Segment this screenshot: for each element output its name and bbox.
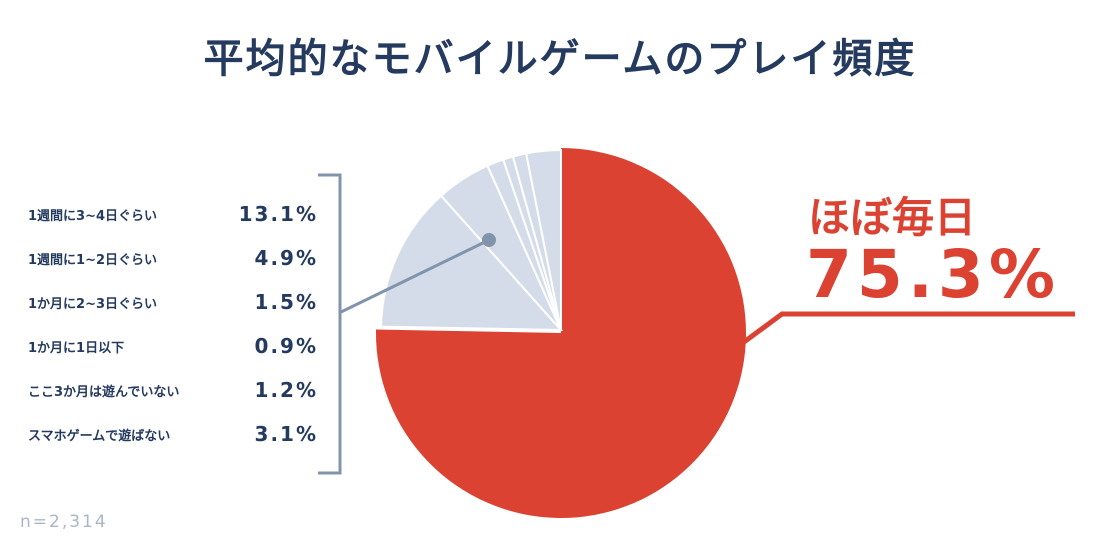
legend-item: 1か月に1日以下 0.9% bbox=[28, 331, 318, 361]
callout-value: 75.3% bbox=[806, 236, 1060, 313]
legend-item: 1か月に2~3日ぐらい 1.5% bbox=[28, 287, 318, 317]
legend-label: 1週間に3~4日ぐらい bbox=[28, 208, 158, 224]
legend-item: 1週間に3~4日ぐらい 13.1% bbox=[28, 199, 318, 229]
pie-slice bbox=[380, 194, 564, 332]
legend-label: 1か月に2~3日ぐらい bbox=[28, 296, 158, 312]
legend-value: 13.1% bbox=[238, 202, 318, 226]
legend-label: ここ3か月は遊んでいない bbox=[28, 384, 180, 400]
legend-bracket bbox=[318, 173, 342, 475]
legend-item: スマホゲームで遊ばない 3.1% bbox=[28, 419, 318, 449]
legend-value: 3.1% bbox=[254, 422, 318, 446]
legend-value: 0.9% bbox=[254, 334, 318, 358]
legend-label: 1か月に1日以下 bbox=[28, 340, 125, 356]
pie-slice bbox=[376, 148, 746, 518]
legend-value: 1.5% bbox=[254, 290, 318, 314]
legend-value: 1.2% bbox=[254, 378, 318, 402]
legend-item: 1週間に1~2日ぐらい 4.9% bbox=[28, 243, 318, 273]
leader-line bbox=[340, 238, 490, 314]
legend-label: 1週間に1~2日ぐらい bbox=[28, 252, 158, 268]
pie-slice bbox=[524, 148, 562, 331]
legend-value: 4.9% bbox=[254, 246, 318, 270]
callout-label: ほぼ毎日 bbox=[808, 193, 977, 242]
callout-line bbox=[742, 311, 1075, 345]
legend-label: スマホゲームで遊ばない bbox=[28, 428, 171, 444]
pie-slices bbox=[376, 148, 746, 518]
legend-item: ここ3か月は遊んでいない 1.2% bbox=[28, 375, 318, 405]
leader-dot bbox=[482, 233, 496, 247]
chart-title: 平均的なモバイルゲームのプレイ頻度 bbox=[203, 36, 917, 82]
sample-size-note: n=2,314 bbox=[20, 512, 108, 532]
